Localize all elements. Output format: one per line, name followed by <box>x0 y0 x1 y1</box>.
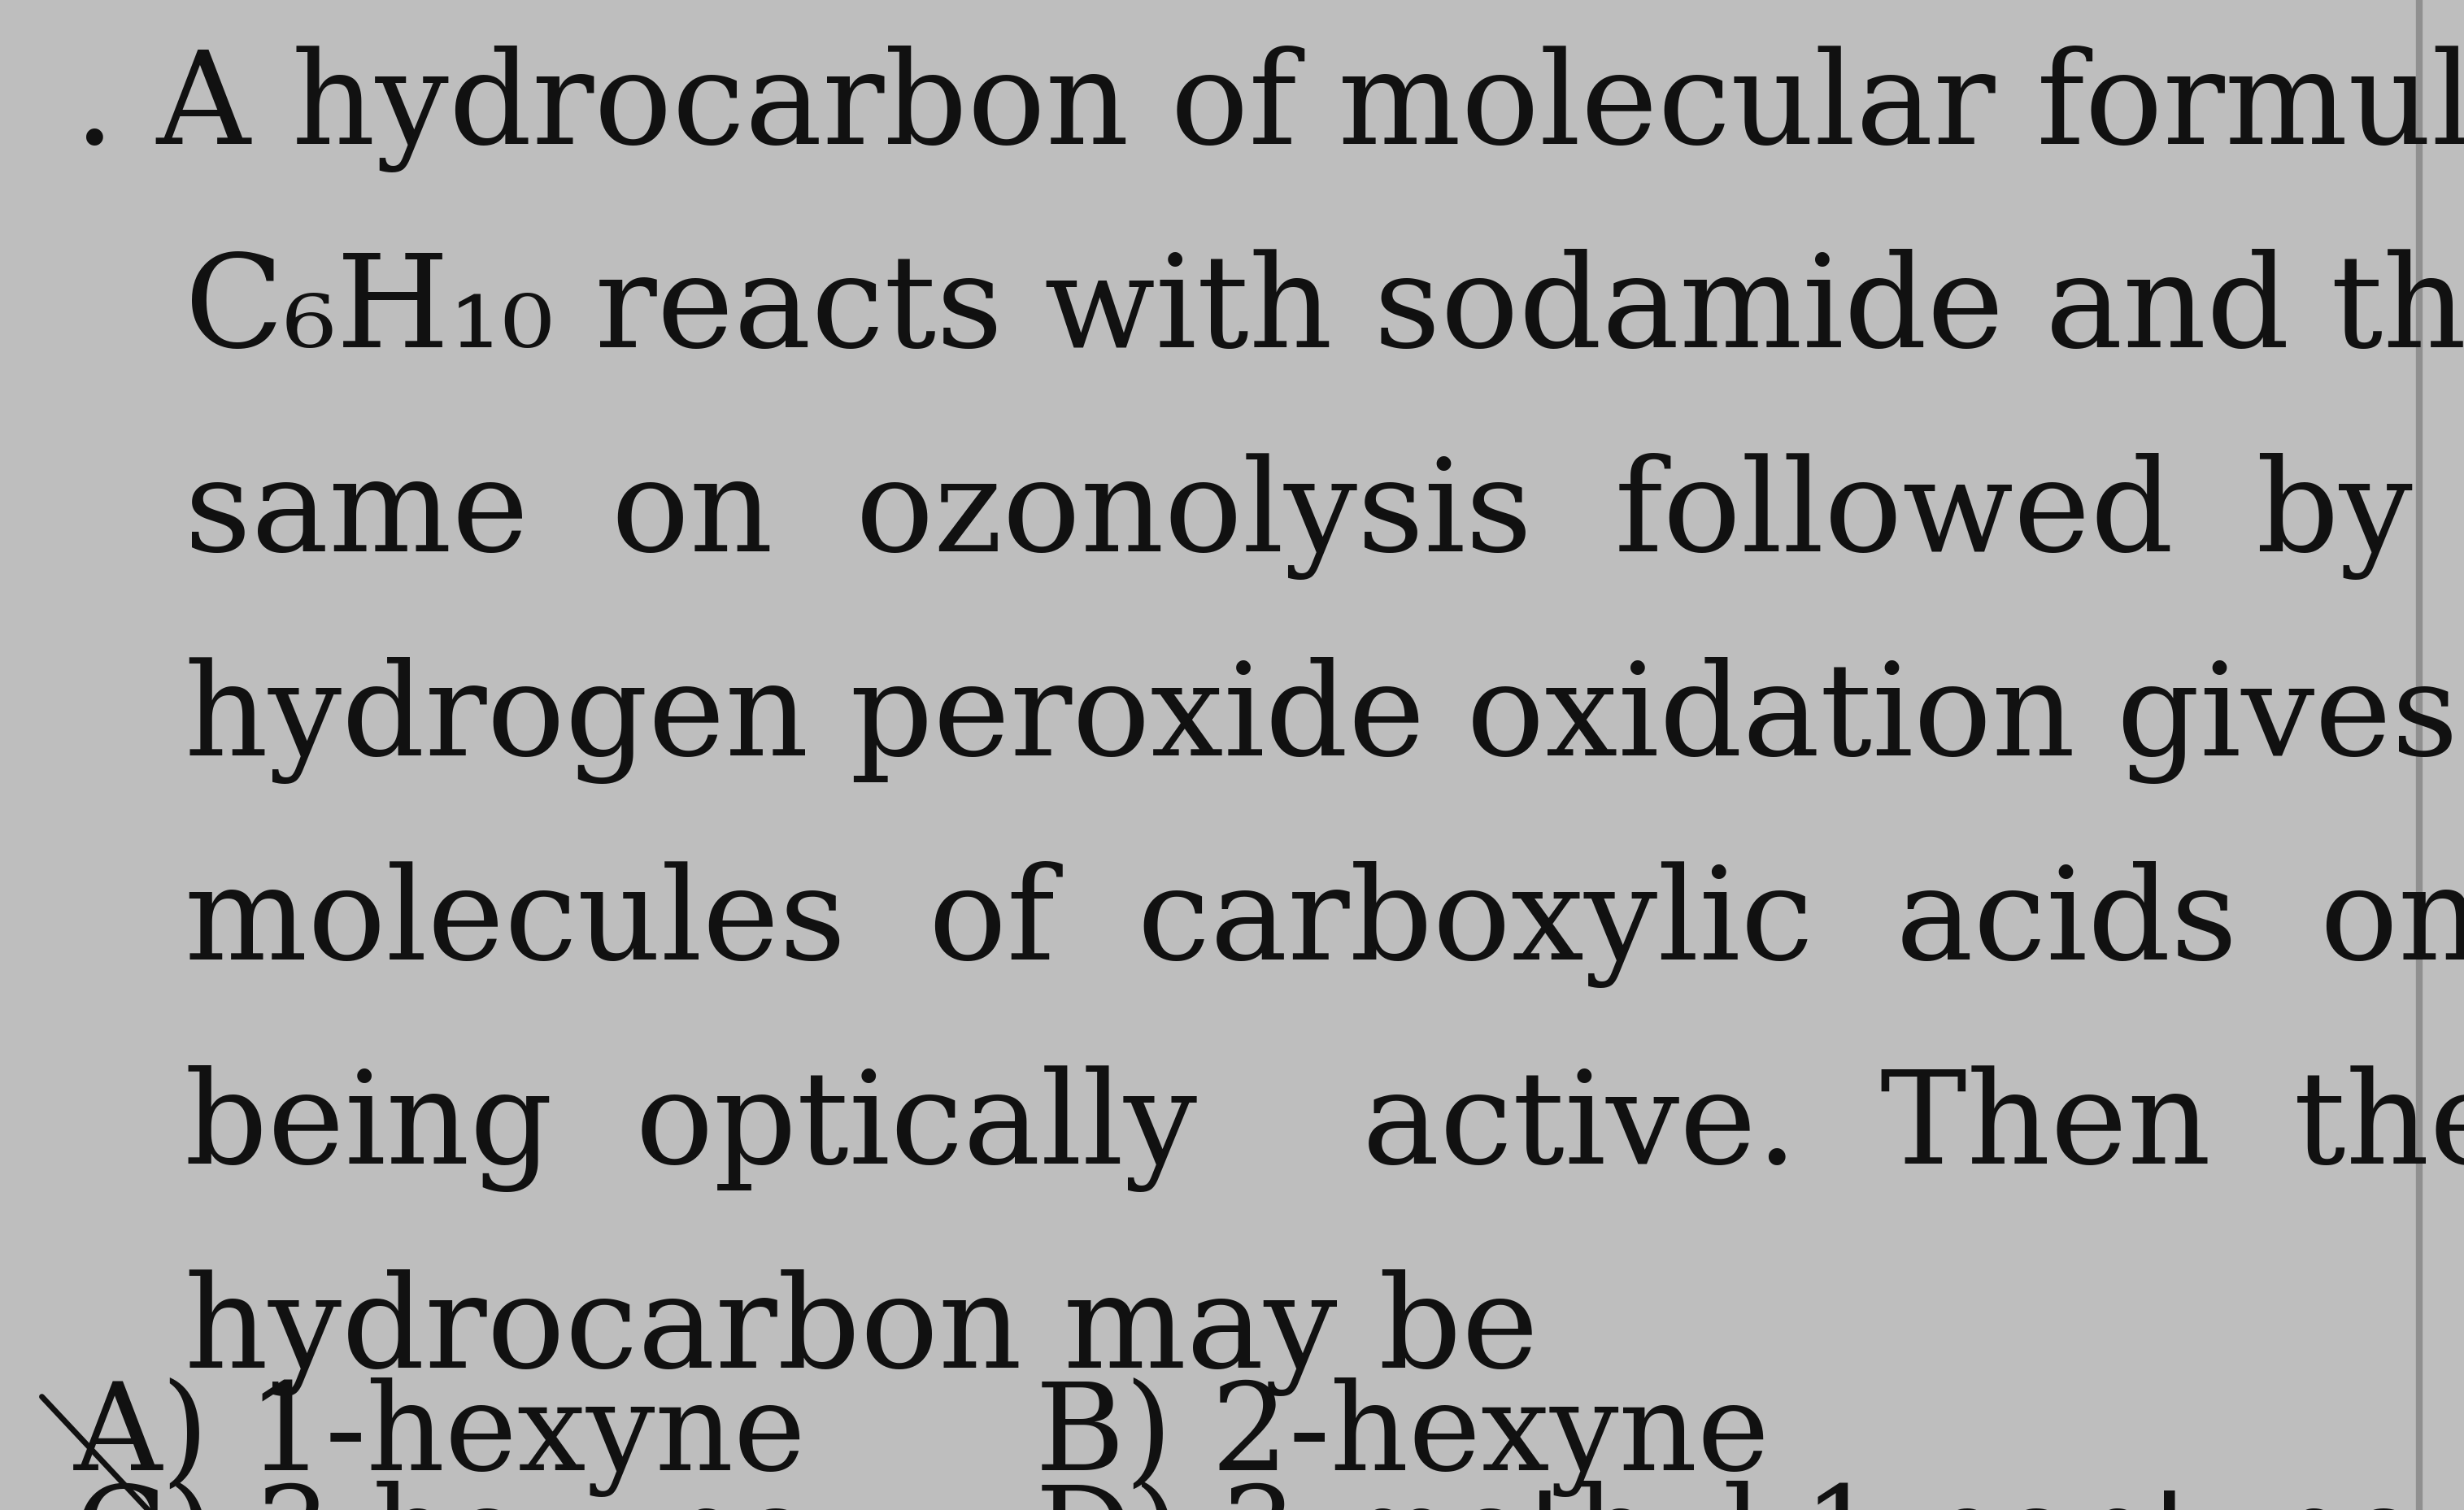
Text: B) 2-hexyne: B) 2-hexyne <box>1035 1377 1769 1496</box>
Text: hydrogen peroxide oxidation gives two: hydrogen peroxide oxidation gives two <box>185 657 2464 784</box>
Text: same  on  ozonolysis  followed  by: same on ozonolysis followed by <box>185 453 2412 580</box>
Text: D) 3-methyl-1-pentyne: D) 3-methyl-1-pentyne <box>1035 1480 2420 1510</box>
Text: hydrocarbon may be: hydrocarbon may be <box>185 1268 1540 1395</box>
Text: C) 3-hexyne: C) 3-hexyne <box>74 1480 811 1510</box>
Text: being  optically    active.  Then  the: being optically active. Then the <box>185 1065 2464 1191</box>
Text: A) 1-hexyne: A) 1-hexyne <box>74 1377 806 1496</box>
Text: molecules  of  carboxylic  acids  one: molecules of carboxylic acids one <box>185 861 2464 988</box>
Text: . A hydrocarbon of molecular formula ,: . A hydrocarbon of molecular formula , <box>74 45 2464 172</box>
Text: C₆H₁₀ reacts with sodamide and the: C₆H₁₀ reacts with sodamide and the <box>185 249 2464 374</box>
